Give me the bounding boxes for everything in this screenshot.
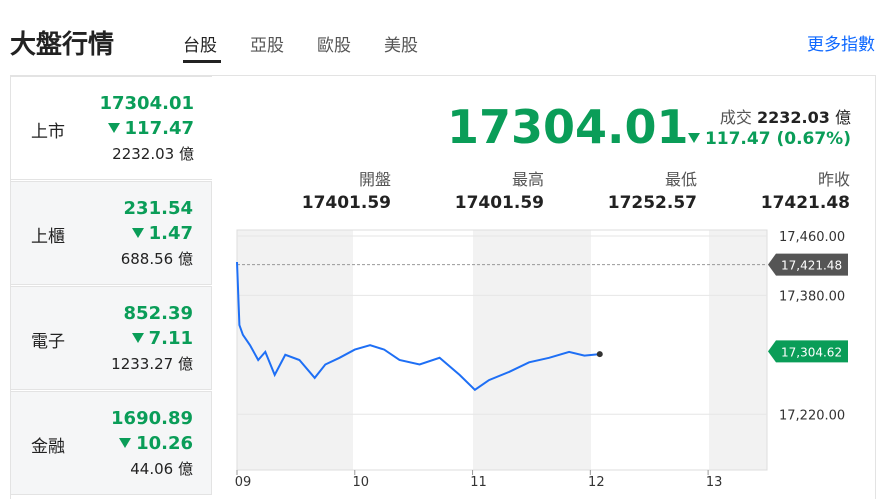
stat: 最高 17401.59 xyxy=(455,166,544,213)
stat-label: 最高 xyxy=(511,170,544,189)
volume-value: 2232.03 xyxy=(112,145,175,163)
index-volume: 2232.03 億 xyxy=(112,143,194,164)
y-tick-label: 17,380.00 xyxy=(779,289,845,304)
price-tag xyxy=(768,340,848,363)
more-link[interactable]: 更多指數 xyxy=(807,35,875,55)
volume: 成交 2232.03 億 xyxy=(720,104,851,128)
stat-value: 17252.57 xyxy=(607,193,697,213)
change-value: 10.26 xyxy=(136,433,193,454)
stat-value: 17401.59 xyxy=(301,193,391,213)
index-price: 231.54 xyxy=(123,198,193,219)
stat-value: 17401.59 xyxy=(454,193,544,213)
index-row[interactable]: 上櫃 231.54 1.47 688.56 億 xyxy=(10,181,212,285)
index-change: 1.47 xyxy=(131,223,193,244)
index-name: 電子 xyxy=(31,332,65,352)
price-tag xyxy=(768,253,848,276)
index-price: 1690.89 xyxy=(111,408,193,429)
index-row[interactable]: 上市 17304.01 117.47 2232.03 億 xyxy=(10,76,212,180)
tab-underline xyxy=(183,60,221,63)
stat: 開盤 17401.59 xyxy=(302,166,391,213)
unit: 億 xyxy=(177,460,193,478)
x-tick-label: 09 xyxy=(235,475,252,490)
unit: 億 xyxy=(834,108,851,127)
change-value: 1.47 xyxy=(148,223,193,244)
index-row[interactable]: 電子 852.39 7.11 1233.27 億 xyxy=(10,286,212,390)
price-tag-label: 17,421.48 xyxy=(781,259,842,273)
x-tick-label: 13 xyxy=(706,475,723,490)
change: 117.47 (0.67%) xyxy=(687,129,851,149)
volume-label: 成交 xyxy=(719,108,752,127)
index-change: 117.47 xyxy=(107,118,194,139)
unit: 億 xyxy=(177,250,193,268)
stat-label: 開盤 xyxy=(358,170,391,189)
x-tick-label: 10 xyxy=(353,475,370,490)
stat: 最低 17252.57 xyxy=(608,166,697,213)
index-price: 852.39 xyxy=(123,303,193,324)
unit: 億 xyxy=(178,145,194,163)
volume-value: 44.06 xyxy=(130,460,174,478)
stat-label: 昨收 xyxy=(817,170,850,189)
title: 大盤行情 xyxy=(10,30,115,60)
volume-value: 1233.27 xyxy=(111,355,174,373)
index-change: 7.11 xyxy=(131,328,193,349)
stat: 昨收 17421.48 xyxy=(761,166,850,213)
index-name: 金融 xyxy=(31,437,65,457)
volume-value: 2232.03 xyxy=(757,108,830,127)
index-volume: 688.56 億 xyxy=(121,248,193,269)
tab[interactable]: 歐股 xyxy=(317,36,351,56)
tab[interactable]: 台股 xyxy=(183,36,217,56)
volume-value: 688.56 xyxy=(120,250,174,268)
price-tag-label: 17,304.62 xyxy=(781,345,842,359)
x-tick-label: 11 xyxy=(470,475,487,490)
price: 17304.01 xyxy=(447,100,689,154)
x-tick-label: 12 xyxy=(588,475,605,490)
index-price: 17304.01 xyxy=(99,93,194,114)
change-value: 117.47 xyxy=(124,118,194,139)
index-volume: 1233.27 億 xyxy=(111,353,193,374)
change-value: 7.11 xyxy=(148,328,193,349)
y-tick-label: 17,460.00 xyxy=(779,230,845,245)
unit: 億 xyxy=(177,355,193,373)
index-name: 上櫃 xyxy=(31,227,65,247)
index-row[interactable]: 金融 1690.89 10.26 44.06 億 xyxy=(10,391,212,495)
index-name: 上市 xyxy=(31,122,65,142)
y-tick-label: 17,220.00 xyxy=(779,408,845,423)
last-point xyxy=(596,351,603,358)
stat-label: 最低 xyxy=(664,170,697,189)
tab[interactable]: 美股 xyxy=(384,36,418,56)
index-volume: 44.06 億 xyxy=(130,458,193,479)
price-line xyxy=(236,261,600,392)
change-value: 117.47 xyxy=(704,129,771,149)
stat-value: 17421.48 xyxy=(760,193,850,213)
index-change: 10.26 xyxy=(119,433,193,454)
change-pct: (0.67%) xyxy=(776,129,851,149)
tab[interactable]: 亞股 xyxy=(250,36,284,56)
